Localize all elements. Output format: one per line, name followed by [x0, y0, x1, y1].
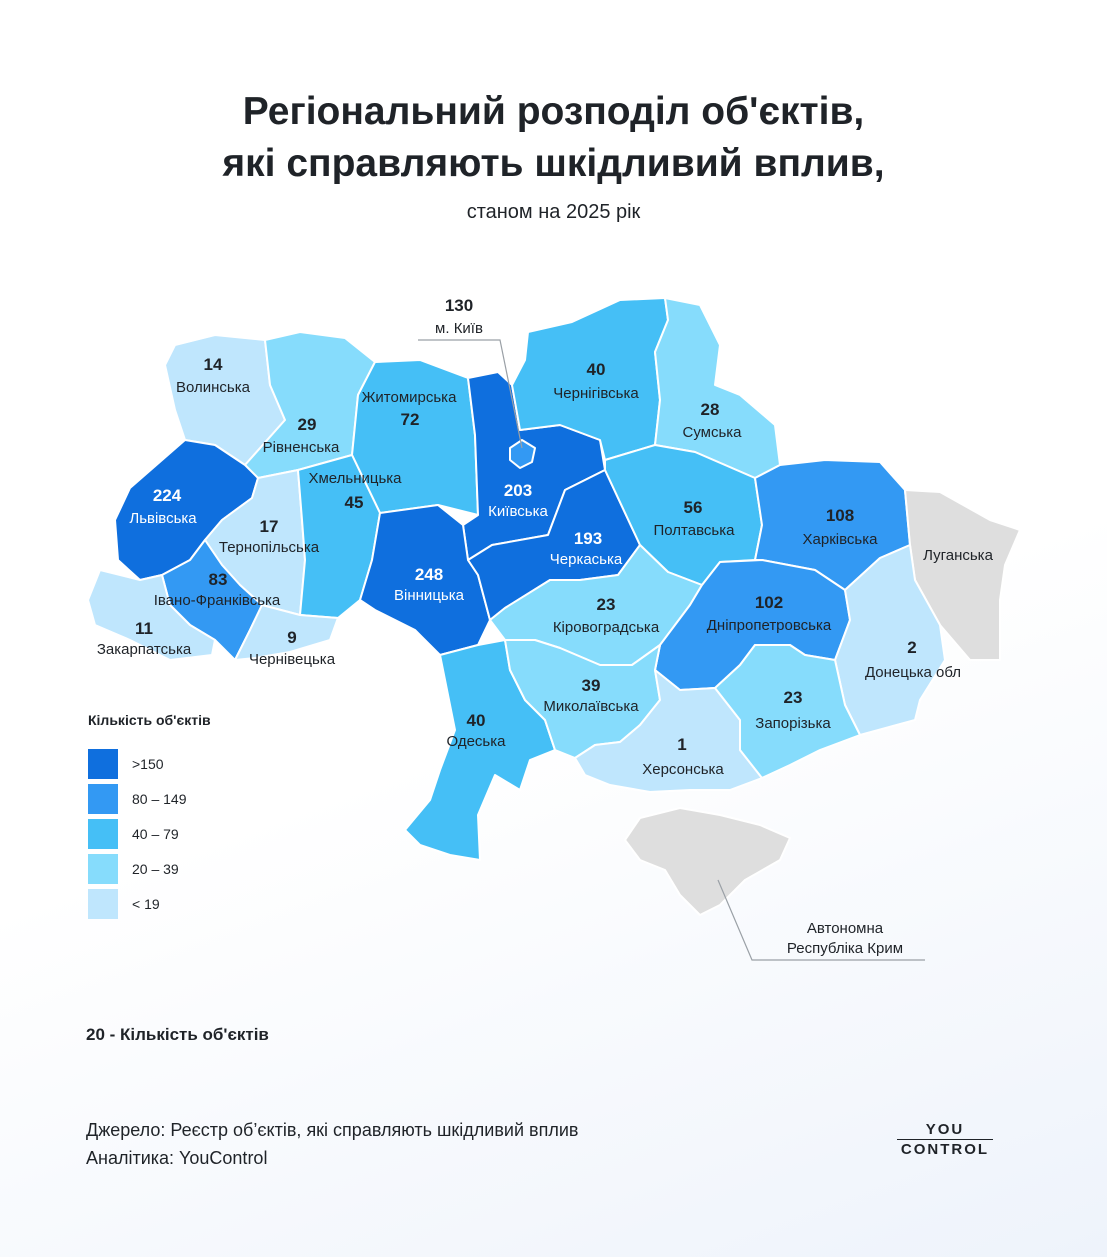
legend-label: 80 – 149	[132, 790, 187, 807]
legend: Кількість об'єктів >150 80 – 149 40 – 79…	[88, 712, 211, 921]
cherkaska-name: Черкаська	[550, 551, 623, 568]
kyiv-city-value: 130	[445, 296, 473, 315]
kirovohradska-name: Кіровоградська	[553, 619, 660, 636]
region-crimea[interactable]	[624, 807, 791, 916]
source-line: Джерело: Реєстр об’єктів, які справляють…	[86, 1120, 579, 1140]
kharkivska-name: Харківська	[803, 531, 879, 548]
ternopilska-name: Тернопільська	[219, 539, 320, 556]
region-chernivetska[interactable]	[234, 604, 339, 661]
value-note: 20 - Кількість об'єктів	[86, 1025, 269, 1044]
legend-item: 80 – 149	[88, 781, 211, 816]
zakarpatska-name: Закарпатська	[97, 641, 192, 658]
vinnytska-name: Вінницька	[394, 587, 465, 604]
dnipro-value: 102	[755, 593, 783, 612]
title-line-2: які справляють шкідливий вплив,	[222, 142, 885, 185]
kharkivska-value: 108	[826, 506, 854, 525]
chernivetska-value: 9	[287, 628, 296, 647]
luhanska-name: Луганська	[923, 547, 993, 564]
odeska-value: 40	[467, 711, 486, 730]
rivnenska-name: Рівненська	[263, 439, 340, 456]
poltavska-value: 56	[684, 498, 703, 517]
odeska-name: Одеська	[447, 733, 507, 750]
kirovohradska-value: 23	[597, 595, 616, 614]
lvivska-name: Львівська	[129, 510, 197, 527]
ivano-value: 83	[209, 570, 228, 589]
zakarpatska-value: 11	[135, 619, 153, 638]
legend-item: >150	[88, 746, 211, 781]
chernivetska-name: Чернівецька	[249, 651, 336, 668]
crimea-name-line-2: Республіка Крим	[787, 940, 903, 957]
khmelnytska-value: 45	[345, 493, 364, 512]
cherkaska-value: 193	[574, 529, 602, 548]
donetska-value: 2	[907, 638, 916, 657]
kyiv-leader-line	[418, 339, 523, 449]
chernihivska-value: 40	[587, 360, 606, 379]
legend-swatch	[88, 853, 118, 884]
legend-label: 20 – 39	[132, 860, 179, 877]
zaporizka-name: Запорізька	[755, 715, 831, 732]
logo-bottom: CONTROL	[900, 1141, 990, 1158]
region-khmelnytska[interactable]	[297, 454, 381, 619]
crimea-leader-line	[717, 879, 925, 961]
kyiv-city-name: м. Київ	[435, 320, 483, 337]
lvivska-value: 224	[153, 486, 182, 505]
legend-swatch	[88, 783, 118, 814]
mykolaivska-name: Миколаївська	[543, 698, 639, 715]
rivnenska-value: 29	[298, 415, 317, 434]
page-title: Регіональний розподіл об'єктів, які спра…	[0, 86, 1107, 190]
dnipro-name: Дніпропетровська	[707, 617, 832, 634]
donetska-name: Донецька обл	[865, 664, 961, 681]
mykolaivska-value: 39	[582, 676, 601, 695]
ternopilska-value: 17	[260, 517, 279, 536]
zaporizka-value: 23	[784, 688, 803, 707]
zhytomyrska-value: 72	[401, 410, 420, 429]
crimea-name-line-1: Автономна	[807, 920, 884, 937]
page-subtitle: станом на 2025 рік	[466, 201, 641, 223]
analytics-line: Аналітика: YouControl	[86, 1148, 268, 1168]
zhytomyrska-name: Житомирська	[362, 389, 458, 406]
ivano-name: Івано-Франківська	[154, 592, 281, 609]
khersonska-name: Херсонська	[642, 761, 724, 778]
poltavska-name: Полтавська	[654, 522, 736, 539]
youcontrol-logo: YOU CONTROL	[897, 1121, 993, 1158]
volynska-name: Волинська	[176, 379, 251, 396]
region-zaporizka[interactable]	[714, 644, 861, 779]
kyivska-name: Київська	[488, 503, 548, 520]
vinnytska-value: 248	[415, 565, 443, 584]
chernihivska-name: Чернігівська	[553, 385, 639, 402]
khmelnytska-name: Хмельницька	[308, 470, 402, 487]
region-zakarpatska[interactable]	[87, 569, 216, 661]
legend-item: 40 – 79	[88, 816, 211, 851]
legend-swatch	[88, 888, 118, 919]
title-line-1: Регіональний розподіл об'єктів,	[242, 90, 865, 133]
legend-item: < 19	[88, 886, 211, 921]
region-zhytomyrska[interactable]	[351, 359, 479, 516]
sumska-name: Сумська	[682, 424, 742, 441]
legend-title: Кількість об'єктів	[88, 712, 211, 728]
legend-label: < 19	[132, 895, 160, 912]
legend-swatch	[88, 818, 118, 849]
source-block: Джерело: Реєстр об’єктів, які справляють…	[86, 1116, 578, 1172]
legend-swatch	[88, 748, 118, 779]
logo-top: YOU	[897, 1121, 993, 1140]
khersonska-value: 1	[677, 735, 686, 754]
region-kyiv-city[interactable]	[509, 439, 536, 469]
legend-label: 40 – 79	[132, 825, 179, 842]
sumska-value: 28	[701, 400, 720, 419]
legend-item: 20 – 39	[88, 851, 211, 886]
kyivska-value: 203	[504, 481, 532, 500]
legend-label: >150	[132, 755, 164, 772]
volynska-value: 14	[204, 355, 223, 374]
